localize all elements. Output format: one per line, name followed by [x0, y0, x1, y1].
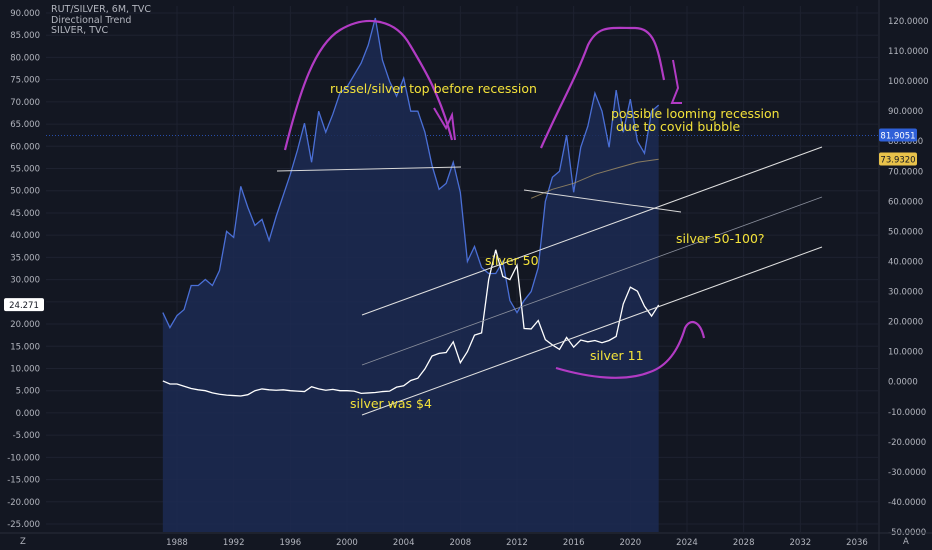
left-axis-tick: 65.000 — [10, 120, 40, 130]
x-axis-tick: 1992 — [223, 538, 245, 548]
price-badges: 81.9051 73.9320 24.271 — [4, 128, 917, 312]
bottom-left-marker[interactable]: Z — [20, 537, 26, 547]
left-axis-tick: 10.000 — [10, 364, 40, 374]
silver-series — [162, 249, 660, 397]
moving-average-series — [530, 158, 659, 199]
left-axis-tick: 55.000 — [10, 165, 40, 175]
left-axis-tick: -25.000 — [7, 520, 40, 530]
annotation-silver-50[interactable]: silver 50 — [485, 253, 539, 268]
left-axis-tick: 70.000 — [10, 98, 40, 108]
right-axis-tick: 50.0000 — [888, 227, 923, 237]
right-axis-tick: 90.0000 — [888, 107, 923, 117]
x-axis-tick: 2016 — [563, 538, 585, 548]
ratio-value-badge: 81.9051 — [880, 132, 915, 142]
right-axis-tick: 70.0000 — [888, 167, 923, 177]
right-axis-tick: 10.0000 — [888, 348, 923, 358]
right-axis-tick: 60.0000 — [888, 197, 923, 207]
x-axis-tick: 2028 — [733, 538, 755, 548]
right-axis-tick: 40.0000 — [888, 257, 923, 267]
left-axis-tick: 75.000 — [10, 76, 40, 86]
left-axis-tick: 45.000 — [10, 209, 40, 219]
left-axis-tick: 0.000 — [16, 409, 40, 419]
annotation-silver-11[interactable]: silver 11 — [590, 348, 644, 363]
left-axis-tick: 40.000 — [10, 231, 40, 241]
left-axis-tick: 30.000 — [10, 276, 40, 286]
right-axis-tick: 100.0000 — [888, 77, 929, 87]
right-axis-tick: 80.0000 — [888, 137, 923, 147]
annotation-silver-50-100[interactable]: silver 50-100? — [676, 231, 765, 246]
drawings-layer — [276, 19, 823, 416]
channel-upper-line[interactable] — [361, 146, 823, 316]
channel-middle-line[interactable] — [361, 196, 823, 366]
x-axis-tick: 2004 — [393, 538, 415, 548]
annotation-recession-label[interactable]: possible looming recession — [611, 106, 780, 121]
left-axis-tick: -15.000 — [7, 476, 40, 486]
moving-average-line[interactable] — [530, 158, 659, 199]
first-top-arrow[interactable] — [433, 107, 456, 141]
silver-line[interactable] — [162, 249, 660, 397]
silver-value-badge: 24.271 — [9, 301, 39, 311]
x-axis-tick: 1988 — [166, 538, 188, 548]
x-axis-tick: 2036 — [846, 538, 868, 548]
silver-value-badge-bg — [4, 298, 44, 312]
left-axis-tick: 5.000 — [16, 387, 40, 397]
ratio-line[interactable] — [162, 17, 660, 329]
legend-compare-symbol[interactable]: SILVER, TVC — [51, 25, 109, 36]
annotation-top-label[interactable]: russel/silver top before recession — [330, 81, 537, 96]
x-axis-tick: 2012 — [506, 538, 528, 548]
ratio-value-badge-bg — [879, 128, 917, 142]
x-axis-tick: 2032 — [790, 538, 812, 548]
ma-value-badge: 73.9320 — [880, 155, 915, 165]
second-top-arrow[interactable] — [670, 59, 682, 104]
annotations-layer: russel/silver top before recession possi… — [330, 81, 780, 411]
legend-symbol[interactable]: RUT/SILVER, 6M, TVC — [51, 4, 151, 15]
ma-value-badge-bg — [879, 152, 917, 166]
left-axis-tick: 85.000 — [10, 31, 40, 41]
left-axis-tick: 90.000 — [10, 9, 40, 19]
left-axis-tick: 60.000 — [10, 142, 40, 152]
right-axis-tick: 110.0000 — [888, 47, 929, 57]
ratio-area-fill — [162, 17, 659, 532]
left-axis-tick: 15.000 — [10, 342, 40, 352]
right-axis-tick: -10.0000 — [888, 408, 926, 418]
silver-bottom-curve[interactable] — [555, 320, 706, 379]
support-line[interactable] — [276, 166, 462, 172]
left-axis-tick: -10.000 — [7, 453, 40, 463]
x-axis-tick: 2000 — [336, 538, 358, 548]
x-axis-tick: 2008 — [450, 538, 472, 548]
left-axis-tick: 50.000 — [10, 187, 40, 197]
left-axis-tick: -5.000 — [13, 431, 40, 441]
left-axis-tick: 80.000 — [10, 53, 40, 63]
x-axis-tick: 2024 — [676, 538, 698, 548]
x-axis-tick: 2020 — [620, 538, 642, 548]
left-axis-tick: -20.000 — [7, 498, 40, 508]
annotation-covid-label[interactable]: due to covid bubble — [616, 119, 741, 134]
right-axis-tick: 30.0000 — [888, 288, 923, 298]
annotation-silver-4[interactable]: silver was $4 — [350, 396, 432, 411]
bottom-right-marker[interactable]: A — [903, 537, 909, 547]
right-axis-tick: -40.0000 — [888, 498, 926, 508]
legend-indicator[interactable]: Directional Trend — [51, 14, 132, 26]
first-top-arc[interactable] — [283, 19, 454, 151]
right-axis-tick: 0.0000 — [888, 378, 918, 388]
chart-legend: RUT/SILVER, 6M, TVC Directional Trend SI… — [51, 4, 151, 37]
channel-lower-line[interactable] — [361, 246, 823, 416]
left-axis-tick: 35.000 — [10, 253, 40, 263]
right-axis-tick: -30.0000 — [888, 468, 926, 478]
second-top-arc[interactable] — [539, 26, 666, 149]
right-axis-tick: 120.0000 — [888, 17, 929, 27]
right-axis-tick: 20.0000 — [888, 318, 923, 328]
x-axis-tick: 1996 — [280, 538, 302, 548]
ratio-series — [162, 17, 660, 532]
right-axis-tick: -20.0000 — [888, 438, 926, 448]
left-axis-tick: 20.000 — [10, 320, 40, 330]
